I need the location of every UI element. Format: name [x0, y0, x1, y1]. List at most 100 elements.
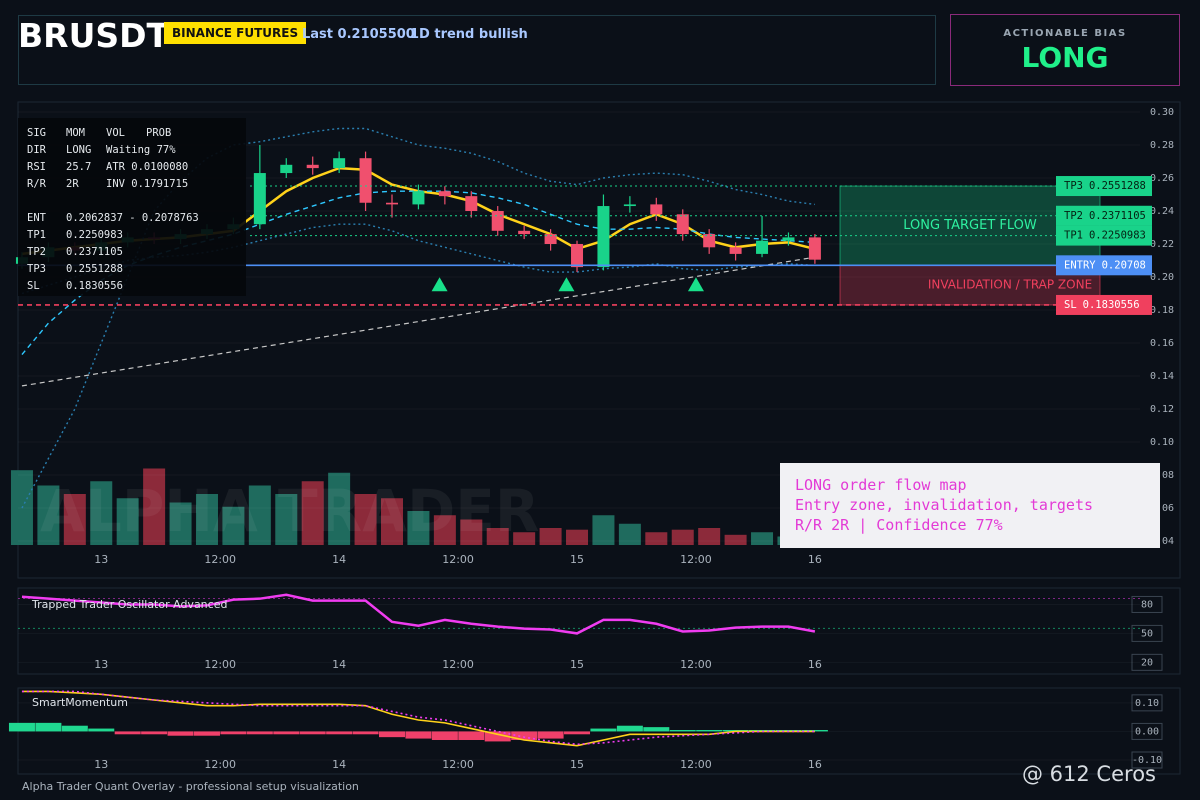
volume-bar: [724, 534, 747, 545]
y-tick-box: [1131, 751, 1163, 769]
histogram-bar: [326, 731, 353, 735]
level-value: 0.1830556: [1083, 299, 1140, 311]
pane-title: Trapped Trader Oscillator Advanced: [31, 598, 227, 611]
x-tick-label: 13: [94, 658, 108, 671]
y-tick-label: 0.28: [1150, 140, 1174, 151]
info-cell: 0.2371105: [66, 246, 123, 258]
zone-label: INVALIDATION / TRAP ZONE: [928, 278, 1092, 292]
footer: Alpha Trader Quant Overlay - professiona…: [22, 780, 359, 793]
note-line: Entry zone, invalidation, targets: [795, 496, 1094, 514]
level-value: 0.2250983: [1089, 230, 1146, 242]
histogram-bar: [616, 725, 643, 732]
info-cell: DIR: [27, 144, 47, 156]
level-value: 0.2371105: [1089, 210, 1146, 222]
y-tick-label: 0.08: [1150, 470, 1174, 481]
series-line: [21, 690, 815, 747]
volume-bar: [698, 528, 721, 545]
candle-body: [544, 234, 557, 244]
level-label: TP1 0.2250983: [1064, 230, 1146, 242]
level-tag: [1056, 225, 1152, 246]
y-tick-label: 0.20: [1150, 272, 1174, 283]
histogram-bar: [114, 731, 141, 735]
candle-body: [518, 230, 531, 235]
y-tick-label: 80: [1141, 599, 1153, 610]
volume-bar: [486, 528, 509, 545]
volume-bar: [645, 532, 668, 545]
info-cell: ENT: [27, 212, 47, 224]
candle-body: [359, 158, 372, 203]
signal-marker: [431, 277, 448, 292]
volume-bar: [275, 494, 298, 545]
y-tick-label: 0.10: [1150, 437, 1174, 448]
symbol: BRUSDT: [18, 16, 170, 55]
candle-body: [729, 247, 742, 254]
histogram-bar: [61, 725, 88, 732]
pane-title: SmartMomentum: [32, 696, 128, 709]
level-tag: [1056, 205, 1152, 226]
price-layer: 0.30 0.28 0.26 0.24 0.22 0.20 0.18 0.16 0.14 0.12…: [15, 107, 1174, 566]
y-tick-label: -0.10: [1132, 755, 1162, 766]
histogram-bar: [696, 730, 723, 732]
info-cell: ATR 0.0100080: [106, 161, 188, 173]
level-tag: [1056, 294, 1152, 315]
y-tick-label: 0.22: [1150, 239, 1174, 250]
histogram-bar: [537, 731, 564, 739]
y-tick-box: [1131, 653, 1163, 671]
info-cell: 2R: [66, 178, 79, 190]
histogram-bar: [246, 731, 273, 735]
volume-bar: [63, 494, 86, 545]
histogram-bar: [564, 731, 591, 735]
bias-label: ACTIONABLE BIAS: [1003, 28, 1127, 39]
volume-bar: [90, 481, 113, 545]
histogram-bar: [643, 727, 670, 732]
histogram-bar: [35, 722, 62, 732]
momentum-layer: 0.10 0.00 -0.10 13 12:00 14 12:00 15 12:00 16 Smar…: [8, 690, 1163, 771]
y-tick-box: [1131, 595, 1163, 613]
watermark: ALPHA TRADER: [40, 477, 540, 545]
oscillator-layer: 80 50 20 13 12:00 14 12:00 15 12:00 16 Trapped Tra…: [18, 593, 1163, 671]
x-tick-label: 13: [94, 553, 108, 566]
info-panel: SIG MOM VOL PROB DIR LONG Waiting 77% RSI 25.7 AT…: [18, 118, 246, 296]
level-tag: [1056, 255, 1152, 276]
x-tick-label: 15: [570, 553, 584, 566]
histogram-bar: [405, 731, 432, 739]
y-tick-label: 0.16: [1150, 338, 1174, 349]
candle-body: [623, 204, 636, 207]
histogram-bar: [167, 731, 194, 736]
volume-bar: [460, 519, 483, 545]
histogram-bar: [273, 731, 300, 735]
candle-body: [465, 196, 478, 211]
histogram-bar: [511, 731, 538, 740]
zone-label: LONG TARGET FLOW: [903, 218, 1037, 233]
info-cell: RSI: [27, 161, 46, 173]
candle-body: [253, 173, 266, 225]
level-label: SL 0.1830556: [1064, 299, 1140, 311]
level-name: TP3: [1064, 180, 1083, 192]
header: [18, 15, 936, 85]
volume-bar: [328, 472, 351, 545]
histogram-bar: [8, 722, 35, 732]
exchange-badge: BINANCE FUTURES: [164, 22, 307, 44]
info-cell: 0.1830556: [66, 280, 123, 292]
y-tick-label: 0.26: [1150, 173, 1174, 184]
last-price: Last 0.2105500: [302, 27, 415, 42]
level-name: TP2: [1064, 210, 1083, 222]
info-cell: 0.2551288: [66, 263, 123, 275]
candle-body: [412, 191, 425, 205]
candle-body: [650, 204, 663, 215]
x-tick-label: 12:00: [442, 758, 474, 771]
y-tick-label: 0.12: [1150, 404, 1174, 415]
volume-bar: [222, 506, 245, 545]
histogram-bar: [141, 731, 168, 735]
volume-bar: [433, 515, 456, 545]
x-tick-label: 15: [570, 758, 584, 771]
histogram-bar: [193, 731, 220, 736]
volume-layer: [10, 468, 826, 545]
level-label: TP2 0.2371105: [1064, 210, 1146, 222]
level-name: SL: [1064, 299, 1077, 311]
y-tick-label: 0.14: [1150, 371, 1174, 382]
candle-body: [491, 211, 504, 231]
histogram-bar: [431, 731, 458, 740]
y-tick-label: 20: [1141, 657, 1153, 668]
info-cell: TP2: [27, 246, 46, 258]
